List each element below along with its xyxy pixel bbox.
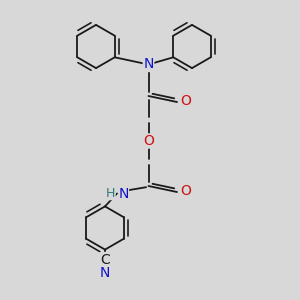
Text: N: N [143, 58, 154, 71]
Text: N: N [118, 187, 129, 200]
Text: H: H [106, 187, 116, 200]
Text: O: O [180, 94, 191, 108]
Text: N: N [100, 266, 110, 280]
Text: O: O [143, 134, 154, 148]
Text: O: O [180, 184, 191, 198]
Text: C: C [100, 253, 110, 266]
